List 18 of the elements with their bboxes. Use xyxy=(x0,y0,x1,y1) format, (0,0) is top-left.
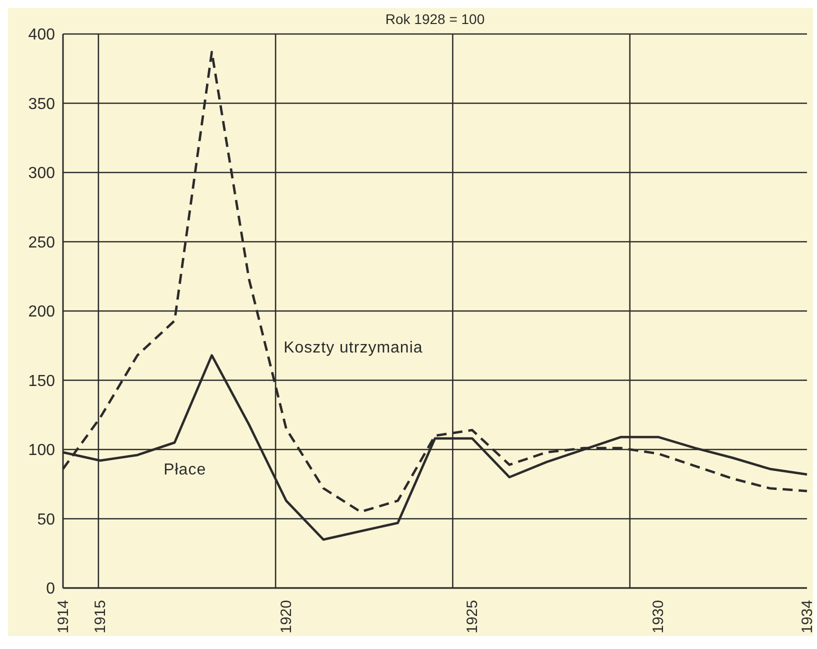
y-tick-label: 200 xyxy=(28,304,56,321)
series-label: Koszty utrzymania xyxy=(284,340,423,357)
series-label: Płace xyxy=(164,461,206,478)
y-tick-label: 300 xyxy=(28,165,56,182)
y-tick-label: 150 xyxy=(28,372,56,390)
chart-subtitle: Rok 1928 = 100 xyxy=(385,11,485,27)
x-tick-label: 1915 xyxy=(92,600,110,634)
y-tick-label: 250 xyxy=(28,234,56,252)
y-tick-label: 50 xyxy=(37,511,56,528)
x-tick-label: 1925 xyxy=(464,600,482,634)
x-tick-label: 1914 xyxy=(55,600,72,634)
x-tick-label: 1934 xyxy=(799,600,816,634)
x-tick-label: 1920 xyxy=(278,600,296,634)
y-tick-label: 0 xyxy=(46,580,56,598)
x-tick-label: 1930 xyxy=(650,600,668,634)
y-tick-label: 100 xyxy=(28,442,56,460)
y-tick-label: 350 xyxy=(28,96,56,113)
y-tick-label: 400 xyxy=(28,26,56,44)
